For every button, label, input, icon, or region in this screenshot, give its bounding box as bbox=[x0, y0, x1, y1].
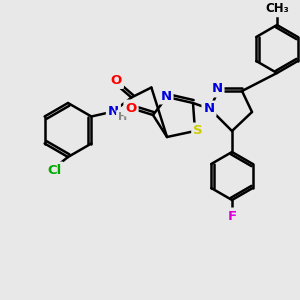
Text: O: O bbox=[111, 74, 122, 87]
Text: N: N bbox=[212, 82, 223, 95]
Text: N: N bbox=[160, 89, 172, 103]
Text: H: H bbox=[118, 112, 127, 122]
Text: N: N bbox=[203, 103, 214, 116]
Text: N: N bbox=[108, 105, 119, 118]
Text: CH₃: CH₃ bbox=[265, 2, 289, 16]
Text: F: F bbox=[227, 209, 237, 223]
Text: S: S bbox=[193, 124, 203, 137]
Text: Cl: Cl bbox=[48, 164, 62, 176]
Text: O: O bbox=[125, 101, 136, 115]
